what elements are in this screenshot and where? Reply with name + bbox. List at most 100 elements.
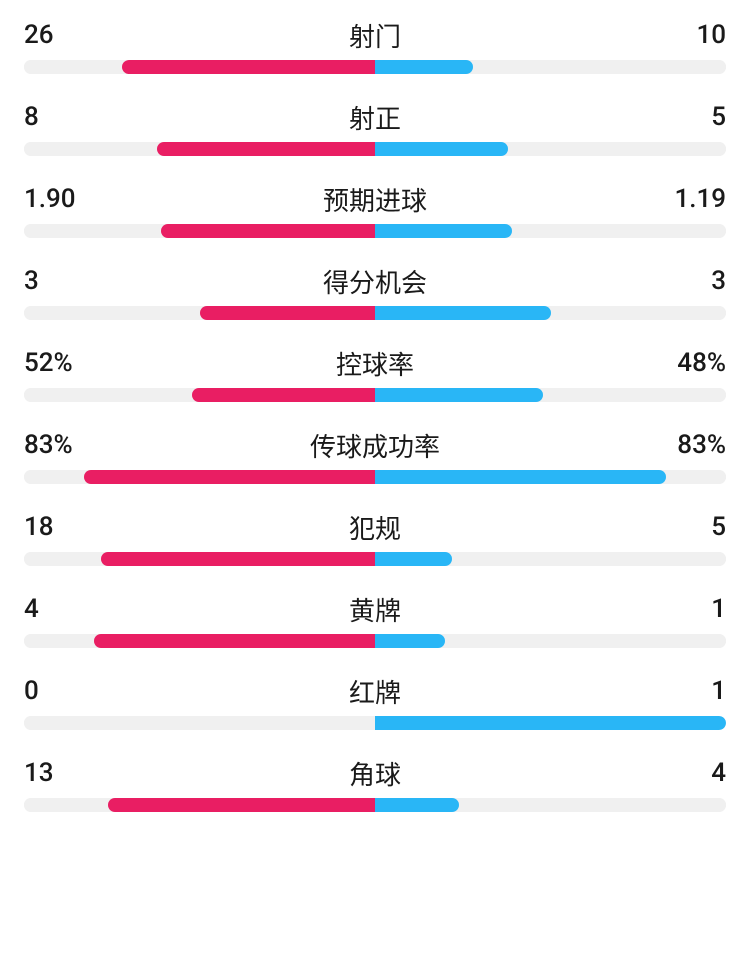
stat-left-value: 26 — [24, 20, 54, 50]
bar-track-right — [375, 306, 726, 320]
bar-fill-left — [157, 142, 375, 156]
stat-left-value: 4 — [24, 594, 39, 624]
stat-header: 8射正5 — [24, 102, 726, 132]
stat-bar — [24, 142, 726, 156]
stat-right-value: 3 — [711, 266, 726, 296]
stat-bar — [24, 388, 726, 402]
stat-right-value: 83% — [677, 430, 726, 460]
stat-header: 1.90预期进球1.19 — [24, 184, 726, 214]
stat-label: 射正 — [349, 99, 401, 136]
match-stats-container: 26射门108射正51.90预期进球1.193得分机会352%控球率48%83%… — [24, 20, 726, 812]
stat-left-value: 8 — [24, 102, 39, 132]
bar-track-right — [375, 388, 726, 402]
stat-right-value: 1 — [711, 676, 726, 706]
bar-track-left — [24, 224, 375, 238]
stat-row: 13 角球 4 — [24, 758, 726, 812]
stat-right-value: 48% — [677, 348, 726, 378]
stat-left-value: 83% — [24, 430, 73, 460]
stat-bar — [24, 716, 726, 730]
bar-fill-left — [108, 798, 375, 812]
bar-track-left — [24, 388, 375, 402]
bar-track-left — [24, 60, 375, 74]
stat-label: 红牌 — [349, 673, 401, 710]
bar-track-right — [375, 224, 726, 238]
stat-left-value: 0 — [24, 676, 39, 706]
bar-fill-right — [375, 388, 543, 402]
stat-bar — [24, 552, 726, 566]
bar-fill-left — [122, 60, 375, 74]
stat-row: 52% 控球率 48% — [24, 348, 726, 402]
bar-fill-right — [375, 552, 452, 566]
stat-row: 8 射正 5 — [24, 102, 726, 156]
bar-track-left — [24, 306, 375, 320]
bar-fill-left — [161, 224, 375, 238]
stat-label: 传球成功率 — [310, 427, 440, 464]
bar-fill-right — [375, 470, 666, 484]
bar-track-left — [24, 716, 375, 730]
bar-track-right — [375, 60, 726, 74]
stat-row: 4 黄牌 1 — [24, 594, 726, 648]
bar-track-left — [24, 470, 375, 484]
bar-fill-left — [101, 552, 375, 566]
stat-label: 控球率 — [336, 345, 414, 382]
stat-left-value: 1.90 — [24, 184, 76, 214]
bar-track-left — [24, 798, 375, 812]
stat-label: 角球 — [349, 755, 401, 792]
stat-header: 13角球4 — [24, 758, 726, 788]
stat-right-value: 1 — [711, 594, 726, 624]
stat-bar — [24, 60, 726, 74]
stat-left-value: 3 — [24, 266, 39, 296]
bar-fill-left — [200, 306, 376, 320]
bar-fill-left — [192, 388, 375, 402]
bar-fill-right — [375, 224, 512, 238]
stat-label: 犯规 — [349, 509, 401, 546]
bar-fill-left — [94, 634, 375, 648]
bar-fill-right — [375, 798, 459, 812]
stat-left-value: 13 — [24, 758, 54, 788]
stat-header: 52%控球率48% — [24, 348, 726, 378]
bar-track-right — [375, 716, 726, 730]
stat-right-value: 4 — [711, 758, 726, 788]
stat-header: 3得分机会3 — [24, 266, 726, 296]
bar-fill-right — [375, 716, 726, 730]
stat-bar — [24, 634, 726, 648]
stat-header: 26射门10 — [24, 20, 726, 50]
stat-left-value: 18 — [24, 512, 54, 542]
stat-row: 83% 传球成功率 83% — [24, 430, 726, 484]
stat-bar — [24, 224, 726, 238]
bar-fill-right — [375, 142, 508, 156]
bar-track-right — [375, 142, 726, 156]
stat-label: 得分机会 — [323, 263, 427, 300]
stat-label: 黄牌 — [349, 591, 401, 628]
bar-track-left — [24, 634, 375, 648]
bar-fill-right — [375, 60, 473, 74]
stat-row: 3 得分机会 3 — [24, 266, 726, 320]
stat-header: 83%传球成功率83% — [24, 430, 726, 460]
stat-label: 射门 — [349, 17, 401, 54]
stat-bar — [24, 306, 726, 320]
stat-row: 0 红牌 1 — [24, 676, 726, 730]
bar-track-right — [375, 552, 726, 566]
stat-header: 0红牌1 — [24, 676, 726, 706]
stat-header: 18犯规5 — [24, 512, 726, 542]
stat-row: 26 射门 10 — [24, 20, 726, 74]
bar-fill-left — [84, 470, 375, 484]
bar-fill-right — [375, 634, 445, 648]
bar-track-right — [375, 470, 726, 484]
stat-right-value: 5 — [711, 512, 726, 542]
stat-row: 1.90 预期进球 1.19 — [24, 184, 726, 238]
stat-row: 18 犯规 5 — [24, 512, 726, 566]
stat-right-value: 5 — [711, 102, 726, 132]
stat-bar — [24, 470, 726, 484]
bar-track-right — [375, 798, 726, 812]
stat-header: 4黄牌1 — [24, 594, 726, 624]
bar-track-left — [24, 552, 375, 566]
stat-right-value: 1.19 — [674, 184, 726, 214]
stat-left-value: 52% — [24, 348, 73, 378]
stat-bar — [24, 798, 726, 812]
bar-fill-right — [375, 306, 551, 320]
stat-label: 预期进球 — [323, 181, 427, 218]
bar-track-right — [375, 634, 726, 648]
bar-track-left — [24, 142, 375, 156]
stat-right-value: 10 — [696, 20, 726, 50]
